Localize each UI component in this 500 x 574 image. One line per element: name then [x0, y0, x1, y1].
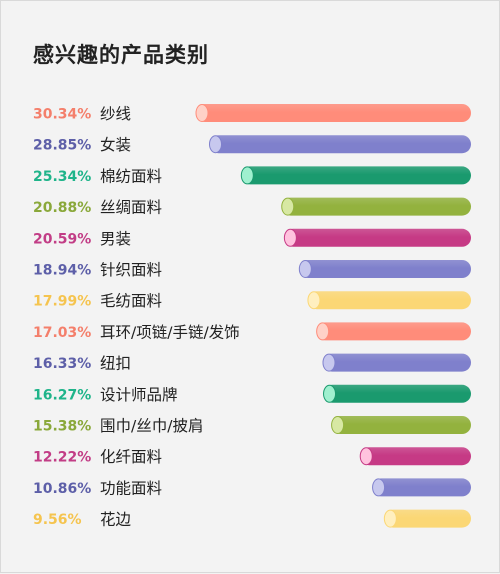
category-label: 女装 [100, 135, 131, 154]
bar [284, 228, 471, 247]
bar-end-cap [322, 353, 336, 372]
bar-end-cap [323, 384, 337, 403]
value-label: 18.94% [33, 263, 91, 279]
category-label: 纽扣 [100, 355, 131, 373]
bar [316, 322, 471, 341]
bar-end-cap [307, 291, 321, 310]
bar-end-cap [240, 166, 254, 185]
category-label: 丝绸面料 [100, 199, 162, 217]
bar [299, 260, 471, 278]
category-label: 围巾/丝巾/披肩 [100, 417, 203, 435]
bar [384, 509, 471, 528]
value-label: 10.86% [33, 481, 91, 497]
category-label: 设计师品牌 [100, 386, 178, 404]
bar-end-cap [195, 104, 209, 122]
bar [281, 197, 471, 216]
value-label: 15.38% [33, 419, 91, 435]
value-label: 20.59% [33, 231, 91, 247]
category-label: 针织面料 [100, 261, 162, 279]
value-label: 28.85% [33, 138, 91, 154]
bar [307, 291, 471, 310]
bar [360, 447, 471, 466]
value-label: 17.99% [33, 294, 91, 310]
value-label: 30.34% [33, 107, 91, 123]
value-label: 9.56% [33, 512, 82, 528]
bar [209, 135, 471, 154]
bar-end-cap [331, 416, 345, 434]
bar-end-cap [209, 135, 223, 154]
bar-end-cap [283, 228, 297, 247]
bar-end-cap [372, 478, 386, 497]
value-label: 17.03% [33, 325, 91, 341]
bar [241, 166, 471, 185]
category-label: 毛纺面料 [100, 292, 162, 310]
category-label: 功能面料 [100, 479, 162, 497]
bar [196, 104, 471, 122]
value-label: 16.27% [33, 387, 91, 403]
bar [322, 353, 471, 372]
bar-end-cap [281, 197, 295, 216]
bar-end-cap [298, 260, 312, 278]
category-label: 化纤面料 [100, 448, 162, 466]
value-label: 20.88% [33, 200, 91, 216]
bar-end-cap [316, 322, 330, 341]
category-label: 花边 [100, 511, 132, 529]
category-label: 耳环/项链/手链/发饰 [100, 323, 240, 341]
value-label: 25.34% [33, 169, 91, 185]
value-label: 12.22% [33, 450, 91, 466]
bar-end-cap [383, 509, 397, 528]
category-label: 纱线 [100, 105, 131, 123]
bar [323, 384, 471, 403]
category-label: 男装 [100, 230, 131, 248]
category-label: 棉纺面料 [100, 167, 162, 185]
value-label: 16.33% [33, 356, 91, 372]
bar-end-cap [359, 447, 373, 466]
chart-title: 感兴趣的产品类别 [33, 43, 209, 67]
bar [372, 478, 471, 497]
bar [331, 416, 471, 434]
